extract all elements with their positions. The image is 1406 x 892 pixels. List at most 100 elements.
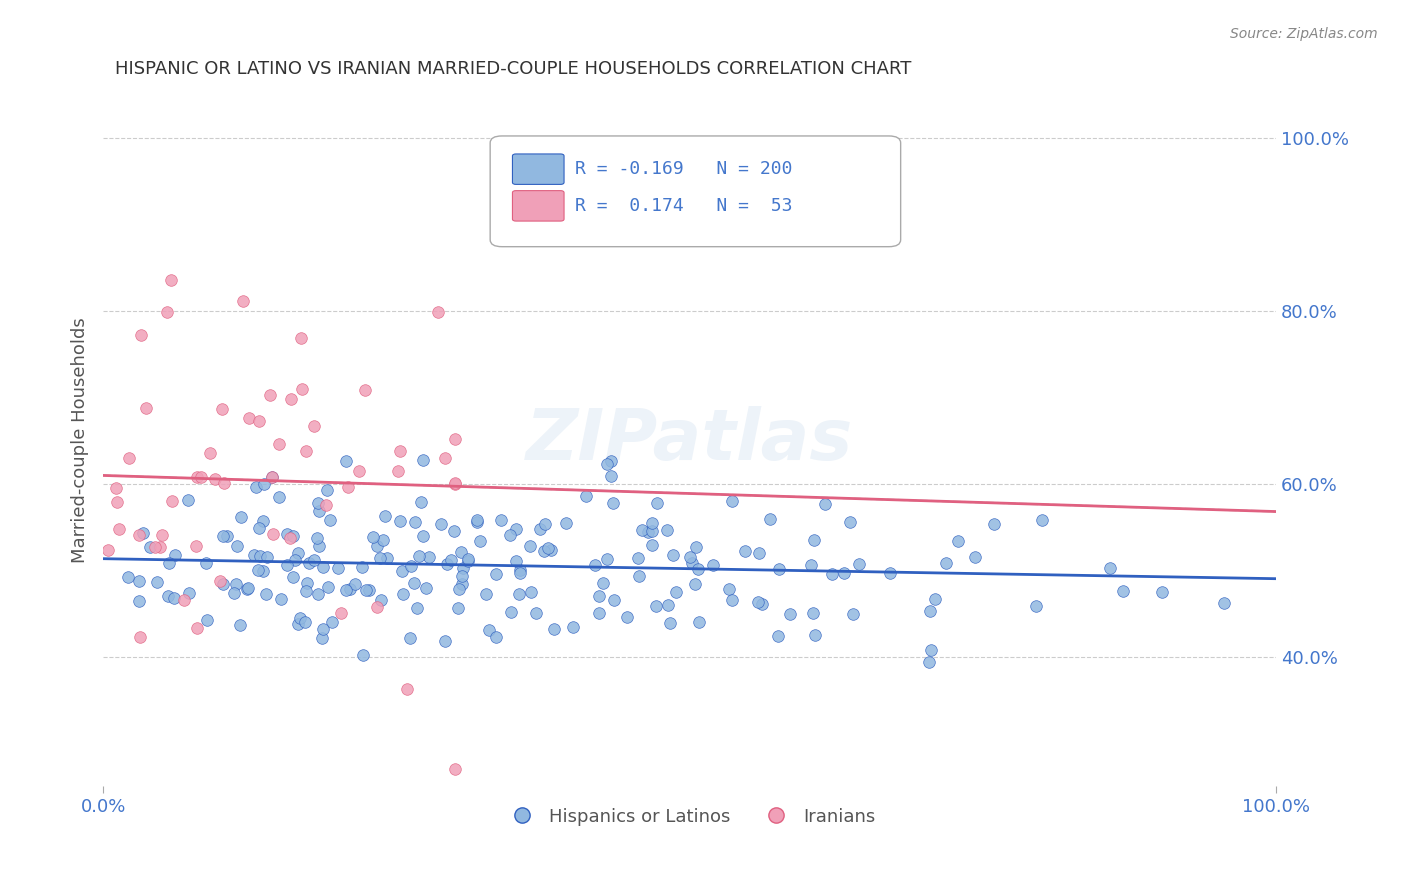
Point [128, 574, 150, 588]
Point [426, 305, 449, 319]
Point [599, 454, 621, 468]
Point [212, 576, 235, 591]
Point [238, 411, 260, 425]
Point [298, 556, 321, 570]
Point [288, 611, 311, 625]
Point [478, 623, 501, 637]
Point [627, 551, 650, 566]
Point [533, 543, 555, 558]
Point [308, 504, 330, 518]
Point [247, 521, 270, 535]
Point [505, 554, 527, 568]
Point [236, 582, 259, 596]
Text: HISPANIC OR LATINO VS IRANIAN MARRIED-COUPLE HOUSEHOLDS CORRELATION CHART: HISPANIC OR LATINO VS IRANIAN MARRIED-CO… [115, 60, 911, 78]
Point [204, 472, 226, 486]
Point [388, 514, 411, 528]
Point [260, 470, 283, 484]
Point [245, 480, 267, 494]
Point [211, 528, 233, 542]
Point [430, 516, 453, 531]
Point [813, 497, 835, 511]
Point [357, 583, 380, 598]
Point [602, 496, 624, 510]
Point [440, 553, 463, 567]
Text: R = -0.169   N = 200: R = -0.169 N = 200 [575, 161, 792, 178]
Point [354, 383, 377, 397]
Point [924, 592, 946, 607]
Point [319, 513, 342, 527]
Point [287, 616, 309, 631]
Point [519, 585, 541, 599]
Point [509, 566, 531, 580]
Point [640, 538, 662, 552]
Point [391, 564, 413, 578]
Point [444, 476, 467, 491]
Point [399, 631, 422, 645]
Point [350, 559, 373, 574]
Text: R =  0.174   N =  53: R = 0.174 N = 53 [575, 197, 792, 215]
Point [821, 567, 844, 582]
Point [839, 515, 862, 529]
Point [138, 540, 160, 554]
Point [918, 655, 941, 669]
Point [146, 574, 169, 589]
Point [688, 615, 710, 630]
Point [243, 548, 266, 562]
Point [259, 388, 281, 402]
Point [97, 543, 120, 558]
Point [801, 606, 824, 620]
Point [575, 489, 598, 503]
Point [252, 564, 274, 578]
Point [444, 476, 467, 491]
Point [186, 622, 208, 636]
Point [194, 556, 217, 570]
Point [721, 593, 744, 607]
Point [1031, 513, 1053, 527]
Point [307, 531, 329, 545]
Point [352, 648, 374, 662]
Point [335, 453, 357, 467]
Point [149, 541, 172, 555]
Point [450, 545, 472, 559]
Point [734, 544, 756, 558]
Point [451, 577, 474, 591]
Point [156, 305, 179, 319]
Point [681, 556, 703, 570]
Point [262, 527, 284, 541]
Point [163, 591, 186, 606]
Point [129, 327, 152, 342]
Point [211, 402, 233, 417]
Point [128, 630, 150, 644]
FancyBboxPatch shape [491, 136, 901, 247]
Point [267, 491, 290, 505]
Point [842, 607, 865, 621]
Point [335, 582, 357, 597]
Point [222, 586, 245, 600]
Point [457, 552, 479, 566]
Point [491, 512, 513, 526]
Point [800, 558, 823, 572]
Point [1152, 585, 1174, 599]
Point [683, 577, 706, 591]
Point [135, 401, 157, 416]
Point [356, 582, 378, 597]
Point [361, 530, 384, 544]
Point [467, 513, 489, 527]
Point [562, 620, 585, 634]
Point [395, 681, 418, 696]
Point [269, 437, 291, 451]
Point [160, 493, 183, 508]
Point [247, 414, 270, 428]
Point [312, 622, 335, 636]
Point [721, 494, 744, 508]
Point [592, 575, 614, 590]
Point [321, 615, 343, 630]
Point [280, 392, 302, 407]
Point [307, 587, 329, 601]
Point [270, 591, 292, 606]
Point [449, 582, 471, 597]
Point [415, 581, 437, 595]
Point [443, 524, 465, 538]
Point [375, 551, 398, 566]
Point [509, 563, 531, 577]
